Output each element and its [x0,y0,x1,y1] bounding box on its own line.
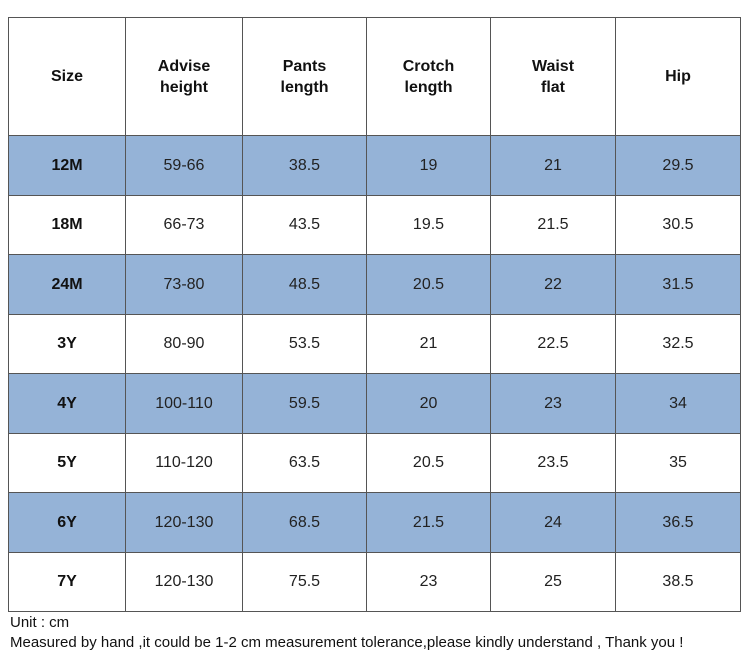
value-cell: 68.5 [242,492,367,553]
value-cell: 24 [490,492,616,553]
value-cell: 31.5 [615,254,741,315]
table-row: 3Y 80-90 53.5 21 22.5 32.5 [8,313,741,374]
unit-note: Unit : cm [10,614,70,631]
header-cell: Crotch length [366,17,491,136]
value-cell: 21 [366,313,491,374]
size-cell: 4Y [8,373,126,434]
size-table: Size Advise height Pants length Crotch leng… [8,17,741,612]
value-cell: 38.5 [615,551,741,612]
header-cell: Pants length [242,17,367,136]
value-cell: 73-80 [125,254,243,315]
value-cell: 29.5 [615,135,741,196]
size-cell: 7Y [8,551,126,612]
table-row: 7Y 120-130 75.5 23 25 38.5 [8,551,741,612]
header-cell: Waist flat [490,17,616,136]
size-cell: 5Y [8,432,126,493]
value-cell: 19.5 [366,194,491,255]
value-cell: 100-110 [125,373,243,434]
value-cell: 59.5 [242,373,367,434]
value-cell: 25 [490,551,616,612]
value-cell: 22 [490,254,616,315]
value-cell: 120-130 [125,551,243,612]
size-cell: 3Y [8,313,126,374]
value-cell: 20.5 [366,254,491,315]
value-cell: 35 [615,432,741,493]
size-cell: 6Y [8,492,126,553]
table-row: 6Y 120-130 68.5 21.5 24 36.5 [8,492,741,553]
value-cell: 59-66 [125,135,243,196]
value-cell: 23 [366,551,491,612]
value-cell: 110-120 [125,432,243,493]
value-cell: 75.5 [242,551,367,612]
table-row: 24M 73-80 48.5 20.5 22 31.5 [8,254,741,315]
value-cell: 38.5 [242,135,367,196]
value-cell: 21 [490,135,616,196]
table-row: 18M 66-73 43.5 19.5 21.5 30.5 [8,194,741,255]
value-cell: 80-90 [125,313,243,374]
value-cell: 43.5 [242,194,367,255]
size-cell: 12M [8,135,126,196]
value-cell: 36.5 [615,492,741,553]
value-cell: 20 [366,373,491,434]
table-row: 5Y 110-120 63.5 20.5 23.5 35 [8,432,741,493]
value-cell: 34 [615,373,741,434]
value-cell: 21.5 [366,492,491,553]
value-cell: 23 [490,373,616,434]
value-cell: 120-130 [125,492,243,553]
value-cell: 23.5 [490,432,616,493]
value-cell: 20.5 [366,432,491,493]
header-cell: Advise height [125,17,243,136]
size-cell: 18M [8,194,126,255]
value-cell: 32.5 [615,313,741,374]
header-cell: Hip [615,17,741,136]
value-cell: 30.5 [615,194,741,255]
size-cell: 24M [8,254,126,315]
value-cell: 63.5 [242,432,367,493]
tolerance-note: Measured by hand ,it could be 1-2 cm mea… [10,634,684,651]
value-cell: 21.5 [490,194,616,255]
value-cell: 22.5 [490,313,616,374]
value-cell: 19 [366,135,491,196]
table-row: 12M 59-66 38.5 19 21 29.5 [8,135,741,196]
value-cell: 48.5 [242,254,367,315]
value-cell: 66-73 [125,194,243,255]
value-cell: 53.5 [242,313,367,374]
header-cell: Size [8,17,126,136]
header-row: Size Advise height Pants length Crotch leng… [8,17,741,136]
table-row: 4Y 100-110 59.5 20 23 34 [8,373,741,434]
